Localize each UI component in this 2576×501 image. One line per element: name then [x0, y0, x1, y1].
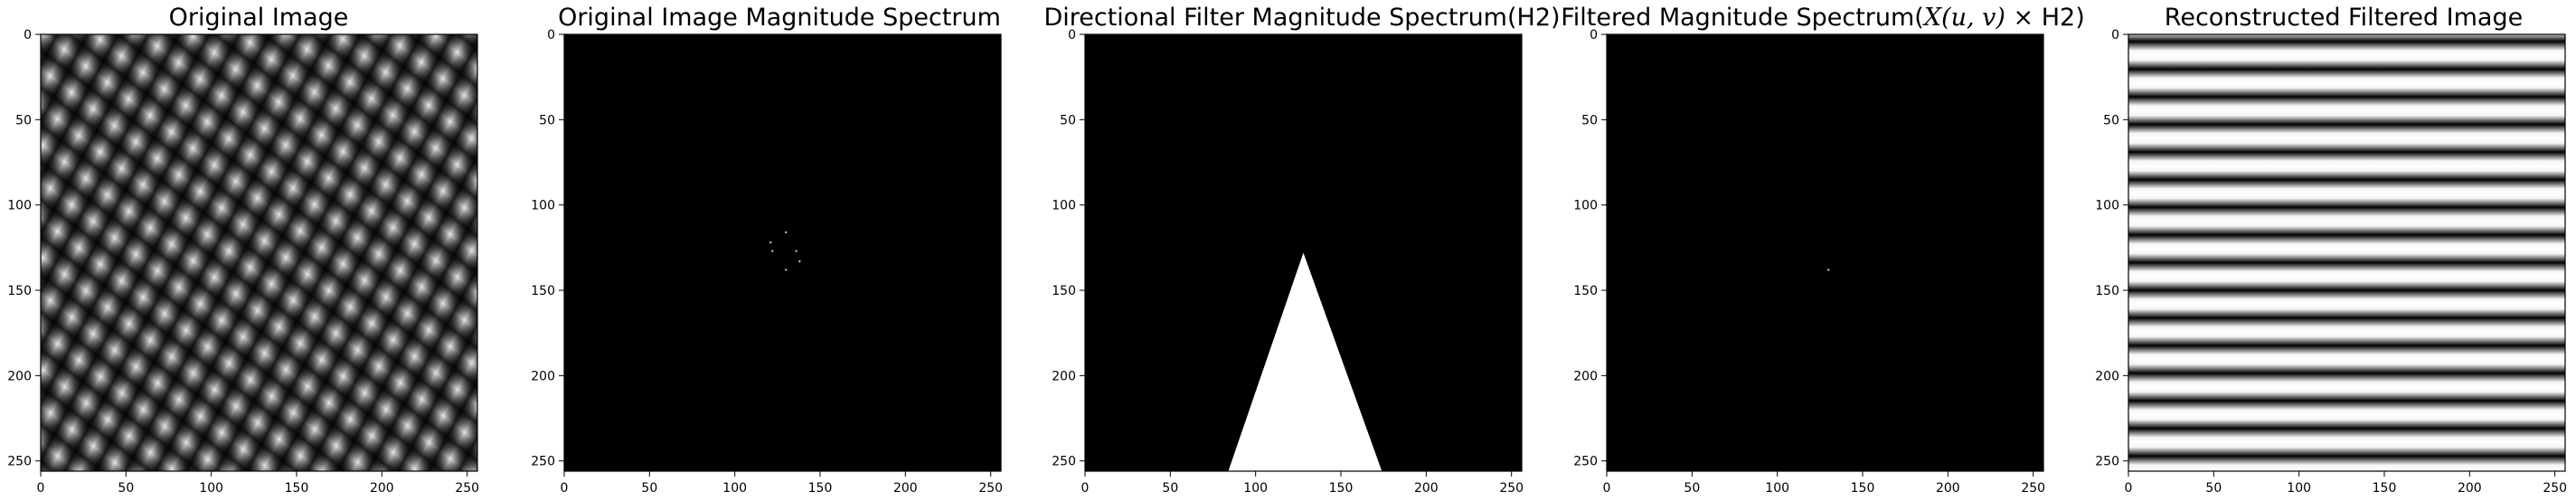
y-tick-label: 150	[1573, 284, 1598, 298]
x-tick-label: 150	[1329, 481, 1354, 496]
x-tick-label: 250	[1499, 481, 1524, 496]
x-tick-label: 50	[1162, 481, 1178, 496]
panel-title-filtered: Filtered Magnitude Spectrum(X(u, v) × H2…	[1561, 4, 2085, 32]
x-tick-label: 200	[2458, 481, 2482, 496]
panel-title-original: Original Image	[168, 4, 349, 32]
y-tick-label: 100	[1573, 199, 1598, 213]
panel-original: 0 50 100 150 200 250 0 50 100 150 200 250	[7, 28, 479, 496]
panel-reconstructed: 0 50 100 150 200 250 0 50 100 150 200 250	[2095, 28, 2567, 496]
original-image	[41, 34, 477, 471]
x-tick-label: 50	[118, 481, 134, 496]
y-tick-label: 100	[531, 199, 555, 213]
x-tick-label: 150	[2373, 481, 2397, 496]
panel-title-filter: Directional Filter Magnitude Spectrum(H2…	[1043, 4, 1561, 32]
spectrum-point	[1827, 269, 1830, 271]
y-tick-label: 100	[7, 199, 32, 213]
x-tick-label: 200	[893, 481, 918, 496]
reconstructed-image	[2128, 34, 2565, 471]
x-tick-label: 0	[561, 481, 569, 496]
panel-title-filtered-math: X(u, v)	[1923, 4, 2005, 32]
x-tick-label: 200	[1936, 481, 1960, 496]
x-tick-label: 150	[1851, 481, 1875, 496]
y-tick-label: 200	[1052, 369, 1076, 383]
y-tick-label: 0	[24, 28, 32, 43]
x-tick-label: 250	[2543, 481, 2567, 496]
y-tick-label: 150	[7, 284, 32, 298]
y-tick-label: 0	[1068, 28, 1076, 43]
y-tick-label: 50	[2103, 113, 2119, 128]
x-tick-label: 50	[1684, 481, 1700, 496]
x-tick-label: 0	[37, 481, 45, 496]
spectrum-point	[785, 231, 788, 233]
x-tick-label: 150	[285, 481, 309, 496]
y-tick-label: 150	[531, 284, 555, 298]
y-tick-label: 100	[2095, 199, 2119, 213]
y-tick-label: 150	[2095, 284, 2119, 298]
panel-title-filtered-op: ×	[2005, 4, 2042, 32]
x-tick-label: 0	[1603, 481, 1611, 496]
y-tick-label: 0	[2111, 28, 2119, 43]
x-tick-label: 100	[722, 481, 747, 496]
axes-frame	[2128, 33, 2566, 472]
y-tick-label: 50	[539, 113, 555, 128]
x-tick-label: 100	[2287, 481, 2311, 496]
x-tick-label: 200	[1414, 481, 1439, 496]
x-tick-label: 250	[455, 481, 479, 496]
spectrum-point	[771, 250, 774, 252]
panel-filtered: 0 50 100 150 200 250 0 50 100 150 200 250	[1573, 28, 2045, 496]
x-tick-label: 50	[641, 481, 657, 496]
panel-title-reconstructed: Reconstructed Filtered Image	[2164, 4, 2524, 32]
y-tick-label: 50	[15, 113, 32, 128]
y-tick-label: 250	[1573, 455, 1598, 469]
axes-frame	[1084, 33, 1523, 472]
x-tick-label: 0	[2125, 481, 2133, 496]
y-tick-label: 250	[531, 455, 555, 469]
y-tick-label: 150	[1052, 284, 1076, 298]
panel-title-filtered-suffix: H2)	[2041, 4, 2085, 32]
spectrum-point	[798, 260, 801, 262]
panel-title-spectrum: Original Image Magnitude Spectrum	[558, 4, 1001, 32]
y-tick-label: 100	[1052, 199, 1076, 213]
x-tick-label: 250	[978, 481, 1003, 496]
x-tick-label: 250	[2021, 481, 2045, 496]
panel-spectrum: 0 50 100 150 200 250 0 50 100 150 200 250	[531, 28, 1003, 496]
x-tick-label: 50	[2205, 481, 2222, 496]
y-tick-label: 250	[2095, 455, 2119, 469]
y-tick-label: 200	[531, 369, 555, 383]
spectrum-image	[564, 34, 1001, 471]
x-tick-label: 0	[1081, 481, 1090, 496]
axes-frame	[1606, 33, 2044, 472]
filter-triangle	[1228, 252, 1382, 471]
spectrum-point	[769, 241, 772, 244]
y-tick-label: 50	[1060, 113, 1076, 128]
y-tick-label: 50	[1581, 113, 1598, 128]
y-tick-label: 250	[7, 455, 32, 469]
x-tick-label: 100	[1765, 481, 1789, 496]
y-tick-label: 200	[2095, 369, 2119, 383]
y-tick-label: 0	[1590, 28, 1598, 43]
panel-title-filtered-prefix: Filtered Magnitude Spectrum(	[1561, 4, 1924, 32]
x-tick-label: 200	[370, 481, 394, 496]
y-tick-label: 200	[7, 369, 32, 383]
x-tick-label: 100	[1243, 481, 1268, 496]
spectrum-point	[795, 250, 797, 252]
y-tick-label: 250	[1052, 455, 1076, 469]
spectrum-point	[785, 269, 788, 271]
y-tick-label: 0	[547, 28, 555, 43]
axes-frame	[563, 33, 1002, 472]
panel-filter: 0 50 100 150 200 250 0 50 100 150 200 250	[1052, 28, 1524, 496]
axes-frame	[40, 33, 478, 472]
x-tick-label: 100	[199, 481, 223, 496]
x-tick-label: 150	[808, 481, 833, 496]
y-tick-label: 200	[1573, 369, 1598, 383]
filtered-image	[1607, 34, 2043, 471]
